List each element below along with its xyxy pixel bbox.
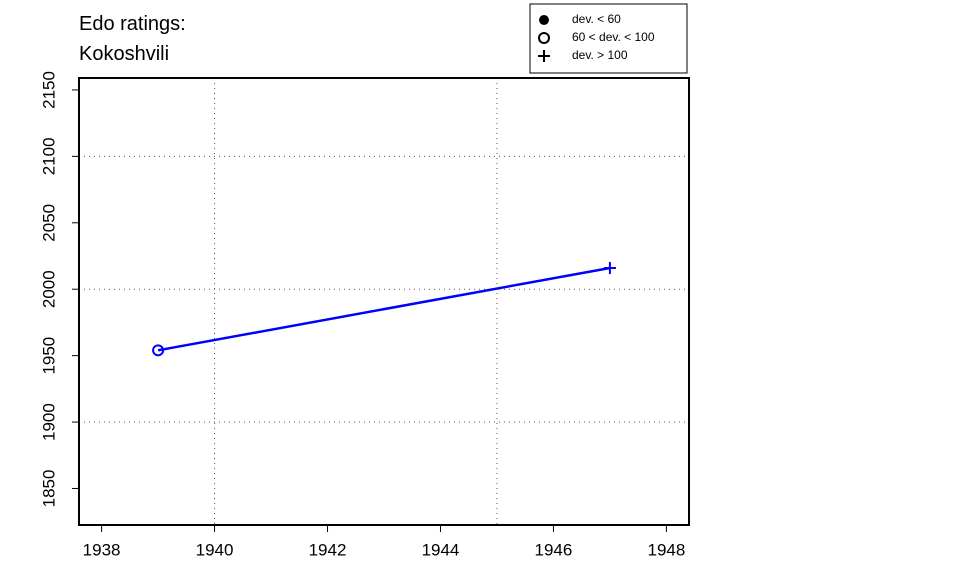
legend-box <box>529 3 688 74</box>
chart-title: Edo ratings: <box>79 13 186 35</box>
x-tick-label: 1948 <box>647 540 685 559</box>
plot-frame <box>78 77 690 526</box>
y-tick-label: 2100 <box>39 137 58 175</box>
x-tick-label: 1938 <box>83 540 121 559</box>
chart-title: Kokoshvili <box>79 43 169 65</box>
x-tick-label: 1944 <box>422 540 460 559</box>
legend-label: dev. > 100 <box>572 48 628 62</box>
marker <box>538 50 550 62</box>
y-tick-label: 1850 <box>39 470 58 508</box>
legend-label: dev. < 60 <box>572 12 621 26</box>
y-tick-label: 2050 <box>39 204 58 242</box>
y-tick-label: 1950 <box>39 337 58 375</box>
legend-label: 60 < dev. < 100 <box>572 30 655 44</box>
series-line <box>157 266 611 352</box>
x-tick-label: 1942 <box>309 540 347 559</box>
y-tick-label: 1900 <box>39 403 58 441</box>
y-tick-label: 2000 <box>39 270 58 308</box>
marker <box>538 32 550 44</box>
y-tick-label: 2150 <box>39 71 58 109</box>
x-tick-label: 1940 <box>196 540 234 559</box>
marker <box>539 15 549 25</box>
x-tick-label: 1946 <box>535 540 573 559</box>
marker <box>603 261 616 274</box>
marker <box>152 344 165 357</box>
